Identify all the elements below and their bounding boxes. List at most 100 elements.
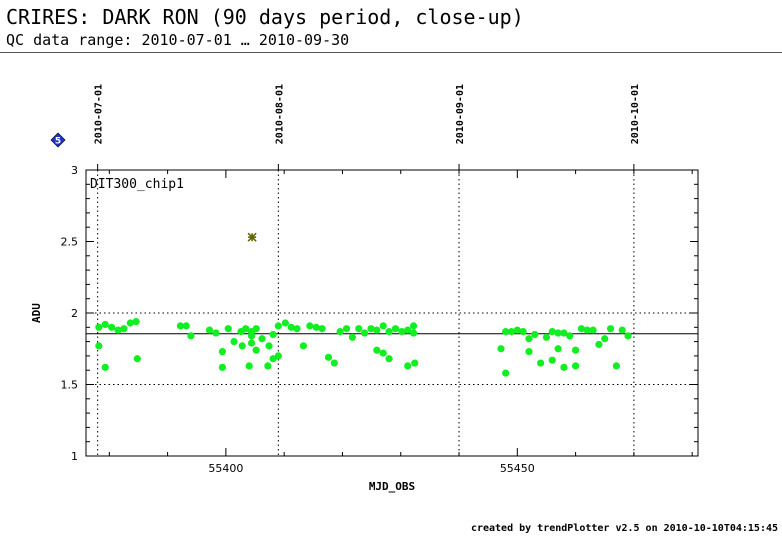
data-point [120, 325, 128, 333]
data-point [606, 325, 615, 333]
data-point [513, 326, 521, 334]
data-point [361, 329, 369, 337]
data-point [252, 346, 260, 354]
data-point [258, 335, 266, 343]
data-point [502, 327, 510, 336]
badge-count: 5 [55, 137, 61, 147]
data-point [595, 340, 603, 349]
data-point [502, 369, 510, 377]
data-point [409, 322, 418, 330]
data-point [230, 338, 238, 346]
y-tick-label: 3 [71, 164, 78, 177]
data-point [385, 355, 393, 363]
data-point [238, 342, 246, 350]
data-point [367, 325, 375, 333]
data-point [583, 326, 591, 334]
data-point [385, 327, 393, 336]
data-point [355, 325, 363, 333]
date-marker-label: 2010-07-01 [94, 84, 105, 144]
data-point [324, 353, 333, 361]
data-point [531, 330, 539, 339]
data-point [312, 323, 320, 331]
y-tick-label: 2.5 [61, 236, 79, 249]
data-point [247, 332, 256, 340]
data-point [560, 329, 568, 337]
count-badge: 5 [50, 132, 66, 148]
data-point [247, 339, 256, 347]
data-point [242, 325, 250, 333]
data-point [379, 322, 387, 330]
data-point [566, 332, 574, 340]
data-point [507, 327, 516, 336]
data-point [274, 322, 282, 330]
data-point [572, 346, 580, 354]
data-point [224, 325, 232, 333]
data-point [299, 342, 308, 350]
data-point [176, 322, 185, 330]
data-point [542, 333, 551, 341]
data-point [601, 335, 609, 343]
data-point [182, 322, 190, 330]
y-tick-label: 1 [71, 450, 78, 463]
data-point [525, 348, 533, 356]
outlier-points [247, 232, 257, 242]
data-point [187, 332, 195, 340]
threshold-lines [86, 312, 698, 385]
diamond-icon [50, 132, 66, 148]
data-point [205, 326, 214, 334]
data-point [269, 355, 277, 363]
data-point [348, 333, 356, 341]
data-point [373, 346, 381, 354]
data-point [404, 362, 412, 370]
data-point [537, 359, 545, 367]
x-axis-label: MJD_OBS [369, 480, 415, 493]
data-point [287, 323, 295, 331]
data-point [624, 332, 632, 340]
chart-title: CRIRES: DARK RON (90 days period, close-… [6, 5, 524, 29]
data-point [398, 327, 406, 336]
data-point [411, 359, 419, 367]
data-point [101, 363, 109, 371]
data-point [108, 323, 116, 331]
data-point [612, 362, 621, 370]
axis-ticks: 1 1.5 2 2.5 3 55400 55450 [61, 164, 698, 475]
data-point [269, 330, 277, 339]
data-point [252, 325, 260, 333]
data-point [404, 326, 412, 334]
data-point [274, 352, 282, 360]
date-marker-label: 2010-10-01 [630, 84, 641, 144]
data-point [306, 322, 314, 330]
data-point [497, 345, 505, 353]
data-point [560, 363, 568, 371]
date-marker-label: 2010-08-01 [274, 84, 285, 144]
data-point [218, 363, 226, 371]
x-tick-label: 55400 [208, 462, 243, 475]
data-point [218, 348, 226, 356]
data-point [264, 362, 272, 370]
data-range-subtitle: QC data range: 2010-07-01 … 2010-09-30 [6, 31, 350, 49]
x-tick-label: 55450 [500, 462, 535, 475]
data-point [330, 359, 338, 367]
data-point [336, 327, 344, 336]
data-point [101, 320, 109, 329]
date-marker-label: 2010-09-01 [455, 84, 466, 144]
data-point [519, 327, 527, 336]
data-point [379, 349, 387, 357]
data-point [245, 362, 253, 370]
data-point [132, 317, 140, 326]
data-point [618, 326, 626, 334]
data-points [95, 317, 632, 377]
data-point [589, 326, 597, 334]
header-divider [0, 52, 782, 53]
data-point [554, 329, 562, 337]
data-point [409, 329, 418, 337]
data-point [572, 362, 580, 370]
data-point [391, 325, 400, 333]
data-point [265, 342, 273, 350]
data-point [95, 323, 103, 331]
data-point [577, 325, 586, 333]
data-point [548, 327, 556, 336]
data-point [342, 325, 351, 333]
panel-label: DIT300_chip1 [90, 177, 184, 192]
y-axis-label: ADU [30, 303, 43, 323]
